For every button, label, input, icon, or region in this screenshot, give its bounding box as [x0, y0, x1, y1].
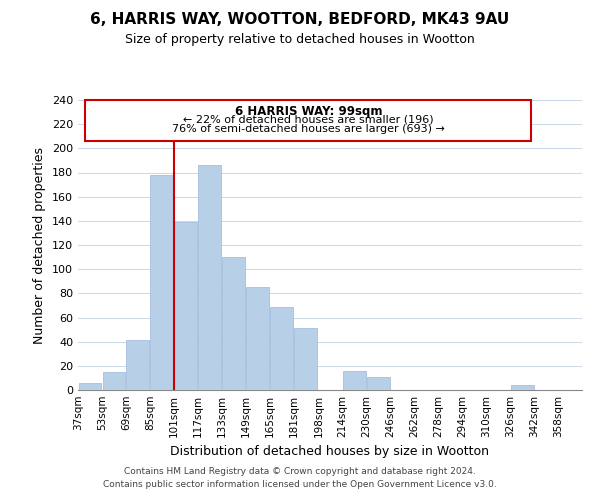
Y-axis label: Number of detached properties: Number of detached properties: [34, 146, 46, 344]
Bar: [343, 370, 366, 390]
Bar: [367, 376, 390, 390]
Text: Contains HM Land Registry data © Crown copyright and database right 2024.: Contains HM Land Registry data © Crown c…: [124, 467, 476, 476]
Bar: [79, 383, 101, 390]
Text: Contains public sector information licensed under the Open Government Licence v3: Contains public sector information licen…: [103, 480, 497, 489]
Text: 6, HARRIS WAY, WOOTTON, BEDFORD, MK43 9AU: 6, HARRIS WAY, WOOTTON, BEDFORD, MK43 9A…: [91, 12, 509, 28]
X-axis label: Distribution of detached houses by size in Wootton: Distribution of detached houses by size …: [170, 446, 490, 458]
Bar: [246, 288, 269, 390]
Text: Size of property relative to detached houses in Wootton: Size of property relative to detached ho…: [125, 32, 475, 46]
Bar: [127, 340, 149, 390]
Bar: [175, 222, 197, 390]
Bar: [294, 328, 317, 390]
Bar: [222, 257, 245, 390]
Bar: [198, 165, 221, 390]
Text: ← 22% of detached houses are smaller (196): ← 22% of detached houses are smaller (19…: [183, 114, 434, 124]
FancyBboxPatch shape: [85, 100, 531, 141]
Text: 6 HARRIS WAY: 99sqm: 6 HARRIS WAY: 99sqm: [235, 105, 382, 118]
Text: 76% of semi-detached houses are larger (693) →: 76% of semi-detached houses are larger (…: [172, 124, 445, 134]
Bar: [151, 175, 173, 390]
Bar: [270, 306, 293, 390]
Bar: [511, 385, 533, 390]
Bar: [103, 372, 125, 390]
